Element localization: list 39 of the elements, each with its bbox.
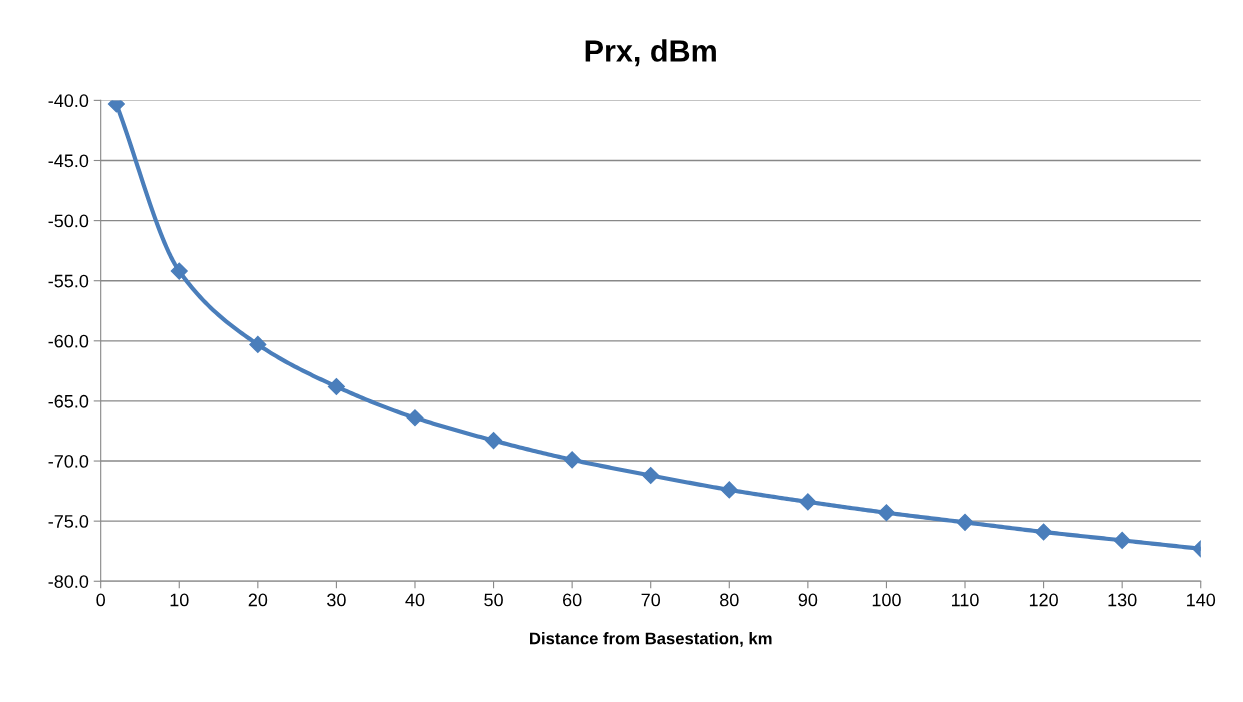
y-tick-label: -55.0	[48, 274, 89, 288]
point	[956, 513, 974, 531]
y-tick-label: -70.0	[48, 454, 89, 468]
x-tick-label: 60	[563, 593, 582, 607]
y-tick-label: -75.0	[48, 515, 89, 528]
point	[1035, 523, 1053, 541]
x-tick-label: 10	[170, 593, 189, 607]
x-tick-label: 110	[951, 593, 979, 607]
x-tick-label: 70	[641, 593, 661, 607]
point	[170, 262, 188, 280]
x-tick-label: 0	[96, 593, 105, 607]
point	[406, 409, 424, 427]
point	[642, 466, 660, 485]
x-tick-label: 40	[405, 593, 425, 607]
x-tick-label: 100	[872, 593, 901, 607]
y-tick-label: -40.0	[48, 94, 89, 108]
chart-title: Prx, dBm	[585, 39, 716, 67]
point	[485, 432, 503, 450]
x-tick-label: 20	[248, 593, 268, 607]
x-tick-label: 90	[798, 593, 818, 607]
x-tick-label: 80	[720, 593, 739, 607]
point	[877, 504, 895, 522]
point	[249, 335, 267, 353]
point	[720, 481, 738, 499]
x-axis-title: Distance from Basestation, km	[530, 632, 772, 647]
x-tick-label: 140	[1187, 593, 1216, 607]
point	[799, 493, 817, 511]
point	[1113, 531, 1131, 549]
point	[563, 451, 581, 469]
x-tick-label: 50	[484, 593, 503, 607]
y-tick-label: -50.0	[48, 214, 89, 228]
x-tick-label: 130	[1108, 593, 1137, 607]
x-tick-label: 30	[327, 593, 346, 607]
x-tick-label: 120	[1029, 593, 1058, 607]
y-tick-label: -80.0	[48, 575, 89, 588]
y-tick-label: -45.0	[48, 154, 89, 168]
y-tick-label: -60.0	[48, 334, 89, 348]
point	[327, 377, 345, 396]
y-tick-label: -65.0	[48, 394, 89, 408]
